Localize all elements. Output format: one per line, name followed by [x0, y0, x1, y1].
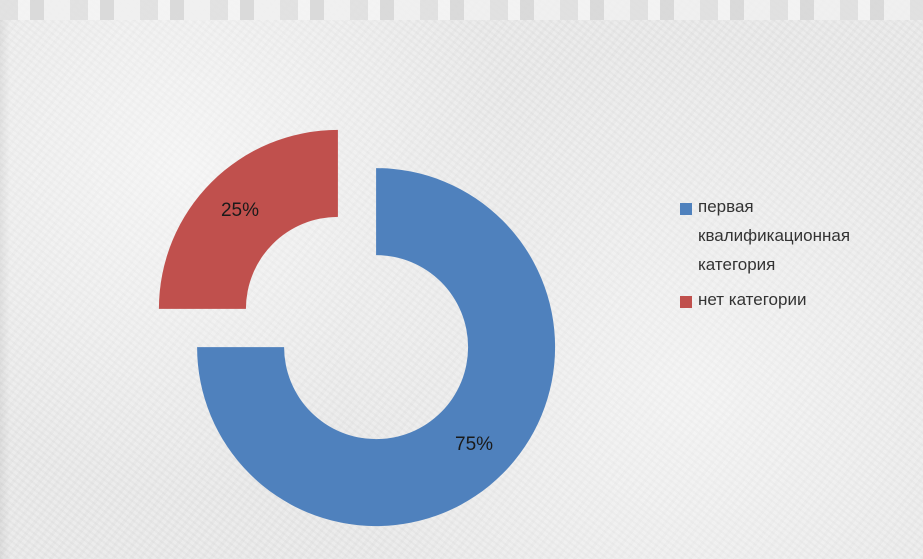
donut-slice-1	[158, 129, 338, 309]
chart-legend: первая квалификационная категория нет ка…	[680, 197, 920, 326]
legend-swatch-red	[680, 296, 692, 308]
legend-label-line-1: первая	[698, 197, 754, 216]
data-label-0: 75%	[455, 434, 493, 455]
donut-data-labels: 75% 25%	[221, 200, 493, 455]
legend-swatch-blue	[680, 203, 692, 215]
legend-label-no-category: нет категории	[698, 290, 807, 309]
legend-item-first-category: первая квалификационная категория	[680, 197, 920, 279]
legend-label-line-3: категория	[698, 255, 776, 274]
legend-item-no-category: нет категории	[680, 290, 920, 314]
donut-slices	[158, 129, 556, 527]
donut-slice-0	[197, 168, 556, 527]
background-top-strip	[0, 0, 923, 20]
background-left-edge	[0, 20, 10, 559]
legend-label-line-2: квалификационная	[698, 226, 851, 245]
data-label-1: 25%	[221, 200, 259, 221]
legend-label-first-category: первая квалификационная категория	[698, 192, 918, 279]
